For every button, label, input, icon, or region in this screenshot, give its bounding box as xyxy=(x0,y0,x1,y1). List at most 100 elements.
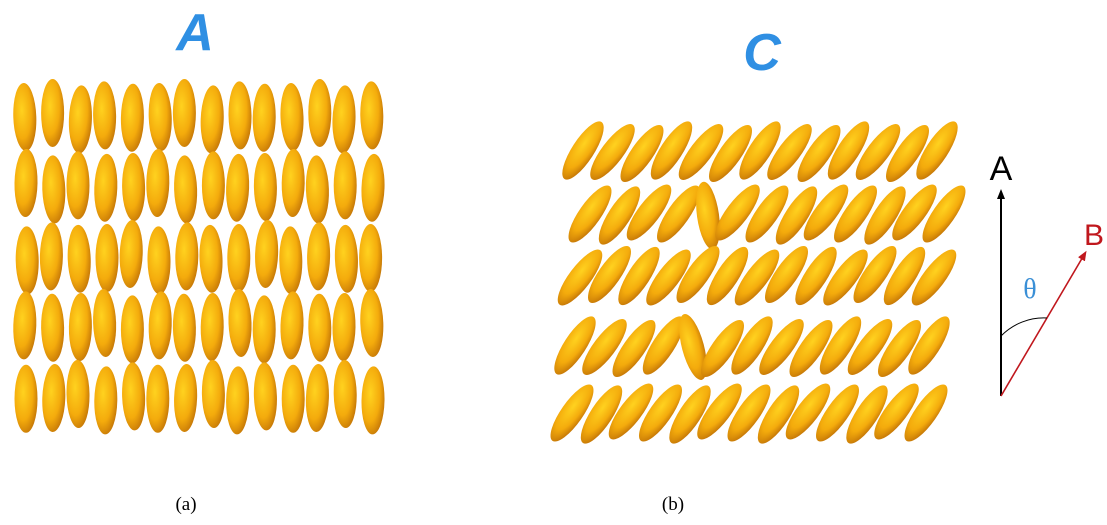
molecule xyxy=(855,124,901,180)
molecule xyxy=(66,151,90,220)
molecule xyxy=(916,121,958,180)
molecule xyxy=(200,85,224,154)
molecule xyxy=(803,184,849,241)
molecule xyxy=(864,186,906,245)
smectic-c-layers xyxy=(550,121,966,444)
molecule xyxy=(582,319,627,375)
molecule xyxy=(94,153,118,222)
molecule xyxy=(734,249,780,306)
molecule xyxy=(361,153,385,222)
phase-a-label: A xyxy=(174,4,214,62)
molecule xyxy=(308,293,332,362)
molecule xyxy=(678,124,724,180)
molecule xyxy=(697,383,742,440)
vector-a-label: A xyxy=(990,150,1013,188)
molecule xyxy=(332,293,356,361)
molecule xyxy=(557,249,603,306)
molecule xyxy=(122,362,146,431)
molecule xyxy=(904,384,948,442)
molecule xyxy=(618,246,660,306)
molecule xyxy=(360,81,384,150)
molecule xyxy=(13,83,37,151)
molecule xyxy=(41,79,65,147)
molecule xyxy=(847,319,893,375)
molecule xyxy=(172,293,196,362)
panel-b: C (b) xyxy=(550,24,966,515)
tilt-angle-theta: θ xyxy=(1023,274,1036,305)
molecule xyxy=(281,149,305,217)
molecule xyxy=(676,245,720,304)
molecule xyxy=(827,121,870,180)
molecule xyxy=(308,79,332,147)
molecule xyxy=(767,124,812,180)
molecule xyxy=(226,366,250,435)
molecule xyxy=(874,383,919,440)
molecule xyxy=(696,181,720,250)
molecule xyxy=(878,319,921,378)
smectic-a-layers xyxy=(13,79,385,435)
molecule xyxy=(15,226,39,295)
molecule xyxy=(823,249,868,306)
molecule xyxy=(590,124,635,180)
molecule xyxy=(147,226,171,295)
molecule xyxy=(148,83,172,151)
molecule xyxy=(580,385,623,444)
molecule xyxy=(67,224,91,293)
molecule xyxy=(93,289,117,357)
molecule xyxy=(148,291,172,360)
molecule xyxy=(775,186,818,245)
molecule xyxy=(892,184,937,241)
molecule xyxy=(39,222,63,291)
molecule xyxy=(562,121,604,180)
molecule xyxy=(334,224,358,293)
molecule xyxy=(650,121,693,180)
molecule xyxy=(95,224,119,292)
molecule xyxy=(816,384,859,442)
molecule xyxy=(908,316,950,375)
molecule xyxy=(333,360,357,428)
molecule xyxy=(646,249,691,306)
molecule xyxy=(281,364,305,433)
molecule xyxy=(626,184,672,241)
molecule xyxy=(332,85,356,154)
molecule xyxy=(706,246,749,306)
molecule xyxy=(612,319,656,378)
molecule xyxy=(68,85,92,154)
phase-c-label: C xyxy=(743,24,782,82)
molecule xyxy=(42,364,66,432)
molecule xyxy=(305,364,329,432)
molecule xyxy=(361,366,385,435)
molecule xyxy=(333,151,357,220)
molecule xyxy=(846,385,888,444)
molecule xyxy=(252,295,276,364)
molecule xyxy=(226,153,250,222)
vector-b-label: B xyxy=(1084,219,1104,252)
molecule xyxy=(14,149,38,217)
director-vector-b xyxy=(1000,250,1087,397)
molecule xyxy=(554,316,596,375)
molecule xyxy=(93,81,117,150)
molecule xyxy=(639,384,682,442)
panel-a: A (a) xyxy=(13,4,385,515)
molecule xyxy=(588,245,631,304)
molecule xyxy=(228,289,252,357)
molecule xyxy=(715,184,760,241)
molecule xyxy=(568,185,612,243)
molecule xyxy=(739,121,781,180)
molecule xyxy=(228,81,252,150)
molecule xyxy=(657,185,700,243)
molecule xyxy=(731,316,773,375)
molecule xyxy=(307,222,331,291)
molecule xyxy=(834,185,877,243)
molecule xyxy=(765,245,808,304)
molecule xyxy=(253,153,277,221)
molecule xyxy=(94,366,118,435)
molecule xyxy=(883,246,926,306)
molecule xyxy=(200,293,224,361)
molecule xyxy=(280,291,304,360)
molecule xyxy=(608,383,654,440)
molecule xyxy=(305,155,329,224)
molecule xyxy=(42,155,66,224)
caption-a: (a) xyxy=(175,494,196,515)
